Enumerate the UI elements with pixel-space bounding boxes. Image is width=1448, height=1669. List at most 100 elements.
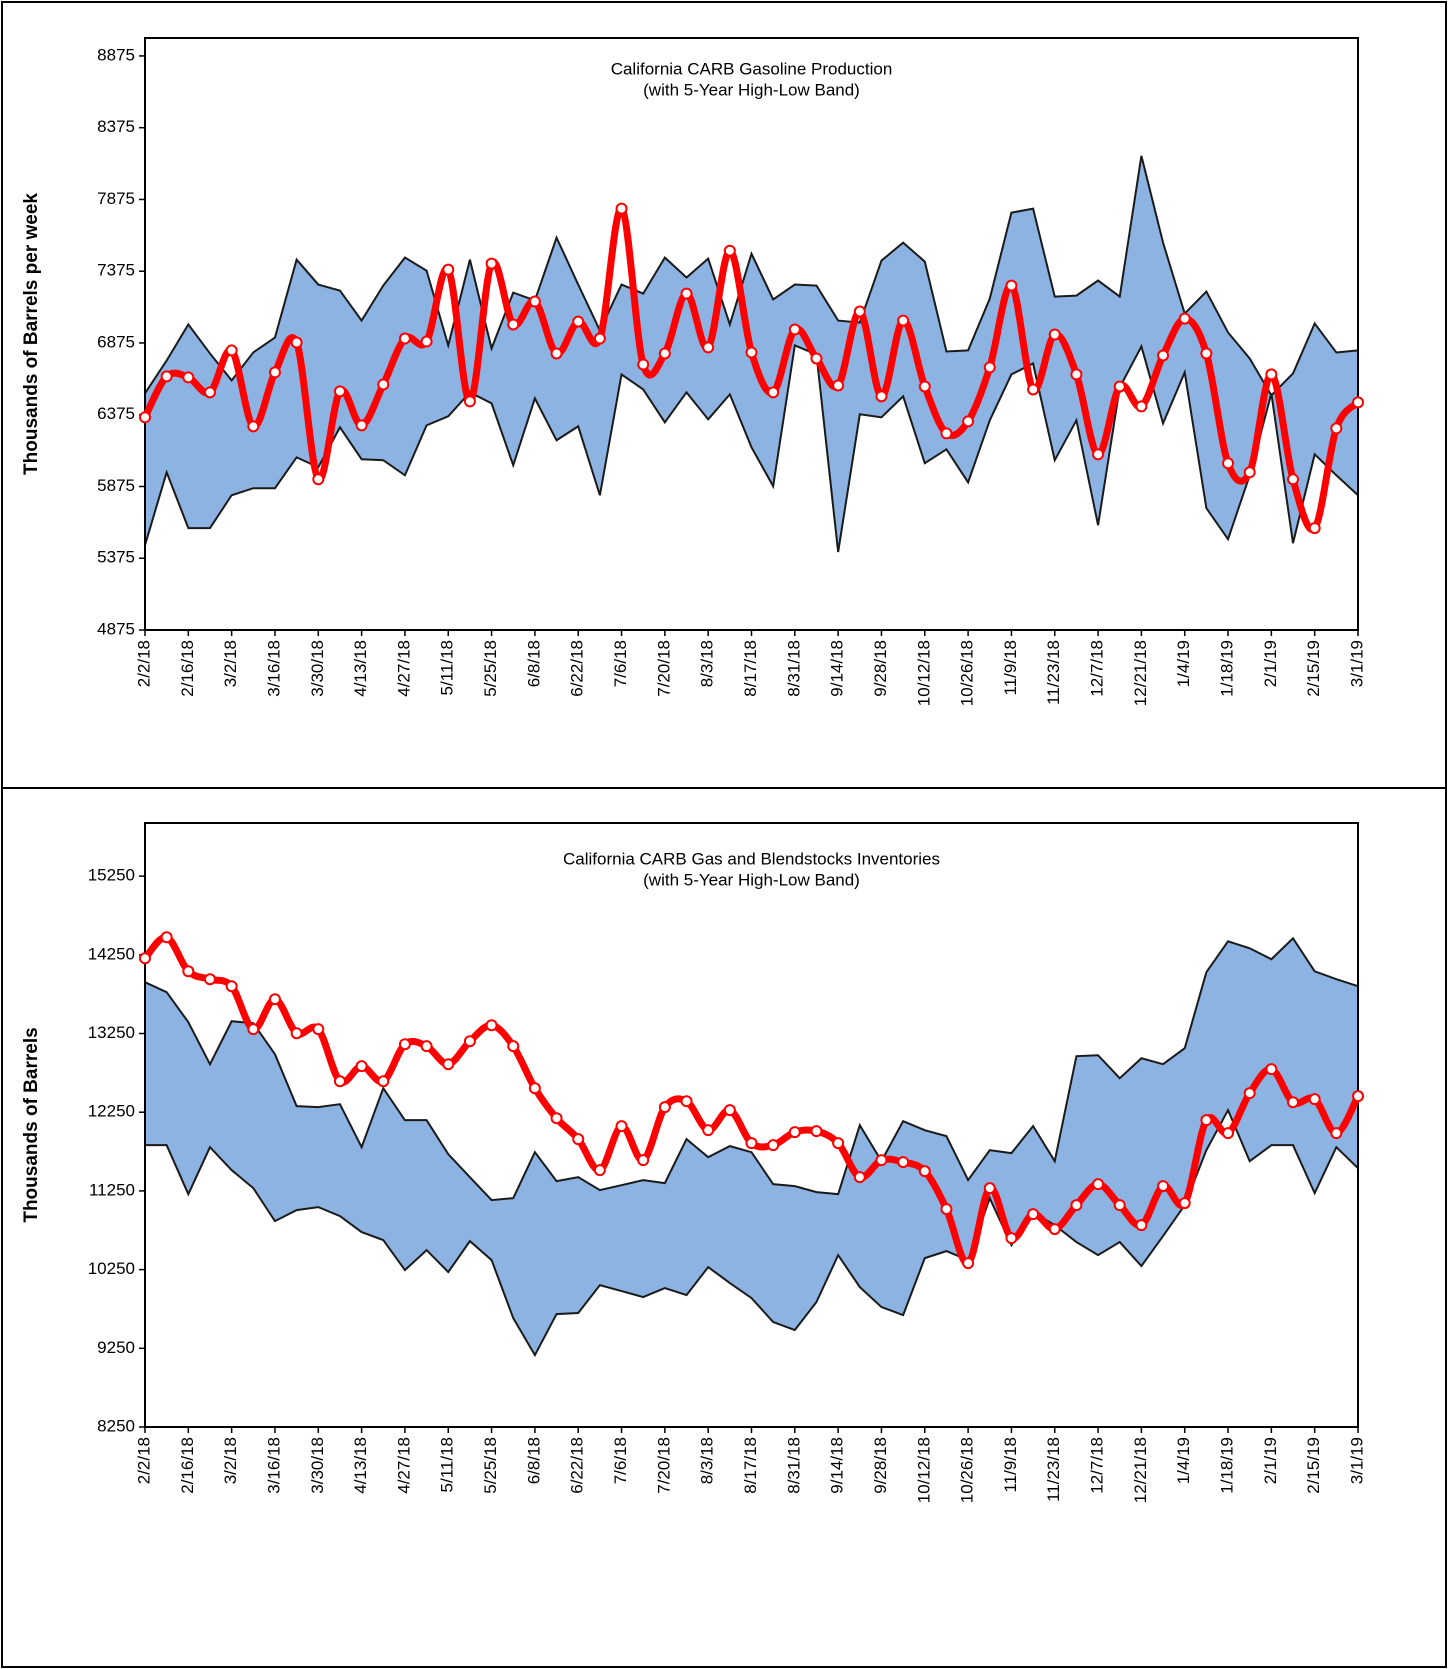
data-point (897, 1156, 910, 1169)
x-tick-label: 10/26/18 (958, 1437, 977, 1503)
data-point (918, 1165, 931, 1178)
x-tick-label: 2/1/19 (1261, 640, 1280, 687)
data-point (1330, 1127, 1343, 1140)
x-tick-label: 8/3/18 (698, 1437, 717, 1484)
data-point (832, 379, 845, 392)
data-point (1005, 1232, 1018, 1245)
data-point (875, 390, 888, 403)
band-high-line (144, 155, 1359, 397)
data-point (1070, 368, 1083, 381)
x-tick-label: 2/15/19 (1304, 1437, 1323, 1494)
x-tick-label: 4/27/18 (394, 640, 413, 697)
x-tick-label: 7/20/18 (654, 1437, 673, 1494)
x-tick-label: 12/7/18 (1088, 1437, 1107, 1494)
y-tick-label: 5375 (97, 548, 135, 567)
data-point (550, 1112, 563, 1125)
data-point (810, 1125, 823, 1138)
data-point (290, 1027, 303, 1040)
x-tick-label: 1/18/19 (1218, 640, 1237, 697)
data-point (918, 380, 931, 393)
chart-title: California CARB Gasoline Production (611, 59, 893, 78)
data-point (1135, 1219, 1148, 1232)
x-tick-label: 12/21/18 (1131, 640, 1150, 706)
data-point (312, 1023, 325, 1036)
data-point (853, 305, 866, 318)
x-tick-label: 3/16/18 (264, 1437, 283, 1494)
x-tick-label: 6/22/18 (568, 640, 587, 697)
data-point (1048, 1223, 1061, 1236)
data-point (463, 1035, 476, 1048)
x-tick-label: 12/7/18 (1088, 640, 1107, 697)
band-fill (145, 938, 1358, 1356)
x-tick-label: 3/30/18 (308, 1437, 327, 1494)
data-point (377, 378, 390, 391)
data-point (485, 257, 498, 270)
data-point (572, 315, 585, 328)
x-tick-label: 10/12/18 (914, 640, 933, 706)
x-tick-label: 7/20/18 (654, 640, 673, 697)
x-tick-label: 5/11/18 (438, 1437, 457, 1492)
data-point (528, 295, 541, 308)
data-point (1200, 1114, 1213, 1127)
data-point (1092, 1178, 1105, 1191)
y-tick-label: 11250 (89, 1180, 135, 1199)
x-tick-label: 5/25/18 (481, 1437, 500, 1494)
panel-frame (1, 787, 1447, 1668)
data-point (615, 202, 628, 215)
x-tick-label: 7/6/18 (611, 1437, 630, 1484)
data-point (442, 1058, 455, 1071)
x-tick-label: 11/23/18 (1044, 1437, 1063, 1502)
data-point (983, 1182, 996, 1195)
data-point (1048, 328, 1061, 341)
x-tick-label: 8/31/18 (784, 640, 803, 697)
data-point (702, 341, 715, 354)
data-point (788, 323, 801, 336)
band-low-line (145, 1107, 1359, 1358)
data-point (1330, 422, 1343, 435)
data-point (1222, 1127, 1235, 1140)
data-point (723, 1104, 736, 1117)
data-point (1222, 457, 1235, 470)
data-point (1352, 1090, 1364, 1103)
band-low-line (144, 343, 1359, 553)
data-point (1070, 1199, 1083, 1212)
data-point (139, 411, 151, 424)
data-point (1005, 279, 1018, 292)
data-point (1113, 380, 1126, 393)
data-point (333, 385, 346, 398)
x-tick-label: 3/2/18 (221, 640, 240, 687)
y-tick-label: 4875 (97, 619, 135, 638)
data-point (225, 344, 238, 357)
data-point (507, 1040, 520, 1053)
data-point (1135, 400, 1148, 413)
data-point (1157, 1180, 1170, 1193)
x-tick-label: 8/17/18 (741, 1437, 760, 1494)
x-tick-label: 8/3/18 (698, 640, 717, 687)
data-point (203, 973, 216, 986)
data-point (160, 931, 173, 944)
y-tick-label: 10250 (88, 1259, 135, 1278)
data-point (139, 952, 151, 965)
data-point (420, 335, 433, 348)
data-point (702, 1124, 715, 1137)
data-point (788, 1126, 801, 1139)
data-point (962, 415, 975, 428)
data-point (1287, 473, 1300, 486)
x-tick-label: 5/25/18 (481, 640, 500, 697)
data-point (268, 366, 281, 379)
x-tick-label: 2/16/18 (178, 1437, 197, 1494)
y-tick-label: 7375 (97, 261, 135, 280)
chart-subtitle: (with 5-Year High-Low Band) (643, 870, 860, 889)
data-point (1027, 1208, 1040, 1221)
x-tick-label: 2/1/19 (1261, 1437, 1280, 1484)
y-tick-label: 12250 (88, 1102, 135, 1121)
data-point (377, 1075, 390, 1088)
data-point (1092, 448, 1105, 461)
x-tick-label: 9/14/18 (828, 1437, 847, 1494)
data-point (528, 1082, 541, 1095)
data-point (658, 1101, 671, 1114)
x-tick-label: 2/2/18 (134, 640, 153, 687)
data-point (225, 980, 238, 993)
data-point (355, 419, 368, 432)
